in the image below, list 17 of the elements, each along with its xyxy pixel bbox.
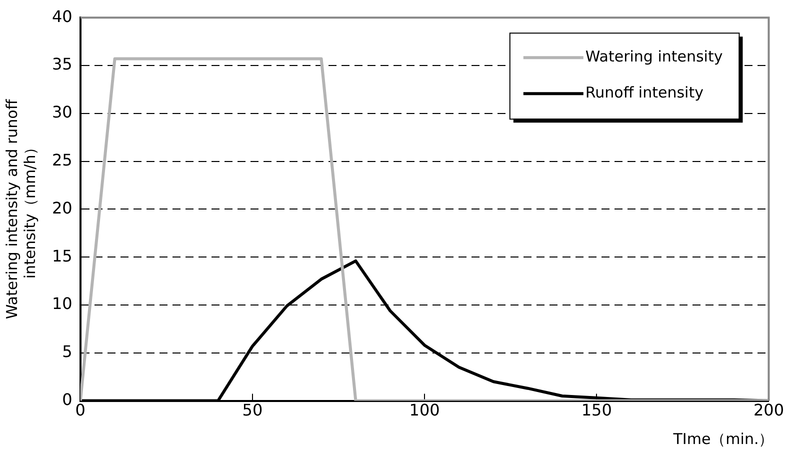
x-tick-label: 200 [753,400,784,420]
y-tick-label: 20 [52,198,72,218]
y-axis-title: Watering intensity and runoff intensity（mm/h） [2,98,39,320]
y-tick-label: 25 [52,150,72,170]
y-tick-label: 5 [62,342,72,362]
y-tick-label: 40 [52,6,72,26]
x-tick-label: 150 [581,400,612,420]
x-tick-label: 50 [242,400,263,420]
legend-label: Watering intensity [585,47,723,66]
x-axis-title: TIme（min.） [672,430,774,448]
x-tick-label: 0 [75,400,86,420]
y-tick-label: 10 [52,294,72,314]
x-tick-label: 100 [409,400,440,420]
y-tick-label: 15 [52,246,72,266]
y-tick-label: 35 [52,54,72,74]
y-tick-label: 30 [52,102,72,122]
legend-label: Runoff intensity [585,83,704,102]
